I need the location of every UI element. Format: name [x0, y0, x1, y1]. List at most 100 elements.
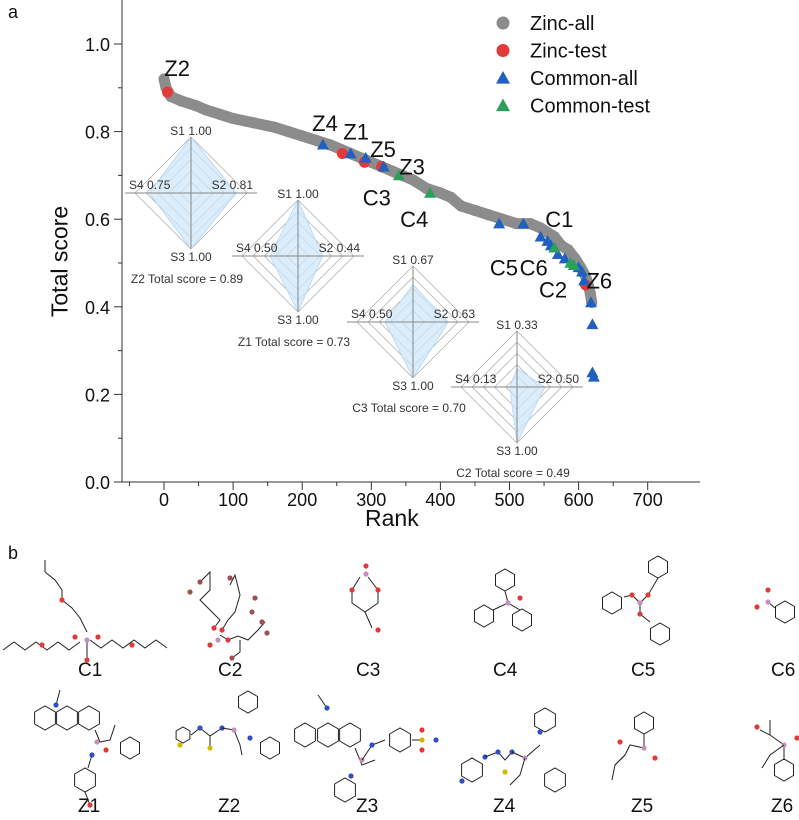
heteroatom — [637, 600, 643, 606]
heteroatom — [197, 725, 203, 731]
benzene-ring — [74, 767, 96, 793]
molecule-label: Z2 — [218, 796, 241, 817]
common-all-point — [585, 296, 598, 308]
radar-caption: C3 Total score = 0.70 — [352, 401, 466, 415]
heteroatom — [103, 747, 109, 753]
point-annotation: Z6 — [586, 269, 612, 294]
benzene-ring — [495, 568, 515, 592]
common-all-point — [578, 274, 591, 286]
zinc-all-point — [469, 204, 481, 216]
zinc-all-point — [175, 95, 187, 107]
heteroatom — [419, 727, 425, 733]
bond — [354, 747, 376, 766]
heteroatom — [177, 742, 183, 748]
molecule-label: C5 — [631, 660, 656, 681]
molecule-label: Z5 — [631, 796, 654, 817]
benzene-ring — [238, 690, 258, 714]
benzene-ring — [294, 722, 316, 748]
benzene-ring — [56, 705, 78, 731]
radar-axis-value: 1.00 — [295, 187, 319, 201]
point-annotation: Z5 — [370, 137, 396, 162]
heteroatom — [72, 634, 78, 640]
common-all-point — [534, 230, 547, 242]
heteroatom — [211, 625, 217, 631]
molecule-label: C4 — [493, 660, 518, 681]
molecule-label: Z6 — [771, 796, 794, 817]
zinc-all-point — [282, 126, 294, 138]
radar-axis-value: 0.81 — [230, 178, 254, 192]
bond — [199, 570, 221, 629]
zinc-all-point — [584, 288, 596, 300]
radar-axis-value: 0.33 — [514, 318, 538, 332]
bond — [231, 640, 241, 659]
y-tick-label: 0.6 — [85, 210, 110, 230]
benzene-ring — [339, 722, 361, 748]
point-annotation: C4 — [400, 207, 428, 232]
radar-axis-name: S4 — [236, 241, 251, 255]
point-annotation: Z2 — [164, 56, 190, 81]
radar-axis-name: S3 — [170, 250, 185, 264]
zinc-all-point — [248, 117, 260, 129]
common-all-point — [359, 151, 372, 163]
radar-axis-name: S4 — [129, 178, 144, 192]
radar-caption: Z1 Total score = 0.73 — [238, 335, 351, 349]
bond — [492, 590, 509, 611]
benzene-ring — [634, 711, 654, 735]
heteroatom — [363, 563, 369, 569]
zinc-all-point — [227, 112, 239, 124]
benzene-ring — [461, 757, 483, 783]
radar-axis-value: 0.50 — [254, 241, 278, 255]
radar-axis-value: 0.44 — [337, 241, 361, 255]
bond — [623, 577, 659, 604]
legend-label: Common-all — [530, 68, 638, 90]
y-tick-label: 0.4 — [85, 298, 110, 318]
point-annotation: C1 — [545, 207, 573, 232]
heteroatom — [89, 752, 95, 758]
radar-axis-name: S2 — [212, 178, 227, 192]
common-all-point — [377, 160, 390, 172]
bond — [190, 727, 223, 737]
heteroatom — [252, 595, 258, 601]
bond — [484, 751, 513, 761]
point-annotation: C5 — [490, 255, 518, 280]
heteroatom — [259, 619, 265, 625]
bond — [94, 724, 116, 743]
legend-marker — [496, 71, 510, 84]
radar-axis-label: S3 1.00 — [170, 250, 212, 264]
common-all-point — [316, 138, 329, 150]
heteroatom — [129, 642, 135, 648]
heteroatom — [87, 802, 93, 808]
radar-axis-value: 1.00 — [410, 379, 434, 393]
heteroatom — [375, 627, 381, 633]
heteroatom — [637, 611, 643, 617]
radar-axis-name: S2 — [434, 307, 449, 321]
heteroatom — [754, 724, 760, 730]
heteroatom — [433, 737, 439, 743]
radar-axis-value: 1.00 — [188, 250, 212, 264]
bond — [221, 573, 241, 631]
common-all-point — [493, 217, 506, 229]
benzene-ring — [774, 758, 794, 782]
radar-axis-label: S1 1.00 — [170, 124, 212, 138]
radar-axis-name: S4 — [455, 372, 470, 386]
radar-axis-value: 1.00 — [514, 444, 538, 458]
legend-marker — [496, 44, 510, 57]
radar-axis-value: 1.00 — [188, 124, 212, 138]
heteroatom — [95, 634, 101, 640]
zinc-all-point — [548, 231, 560, 243]
radar-axis-label: S1 0.33 — [496, 318, 538, 332]
radar-axis-name: S3 — [392, 379, 407, 393]
x-tick-label: 0 — [159, 490, 169, 510]
series-common-test — [392, 169, 580, 270]
radar-axis-label: S3 1.00 — [392, 379, 434, 393]
radar-axis-value: 0.50 — [556, 372, 580, 386]
score-rank-chart: 0.00.20.40.60.81.00 100 200 300 400 500 600 700… — [85, 0, 700, 510]
bond — [351, 576, 379, 613]
radar-axis-value: 0.50 — [369, 307, 393, 321]
radar-axis-label: S4 0.13 — [455, 372, 497, 386]
radar-axis-label: S4 0.75 — [129, 178, 171, 192]
benzene-ring — [78, 705, 100, 731]
radar-axis-name: S2 — [319, 241, 334, 255]
bond — [364, 611, 373, 629]
benzene-ring — [317, 722, 339, 748]
